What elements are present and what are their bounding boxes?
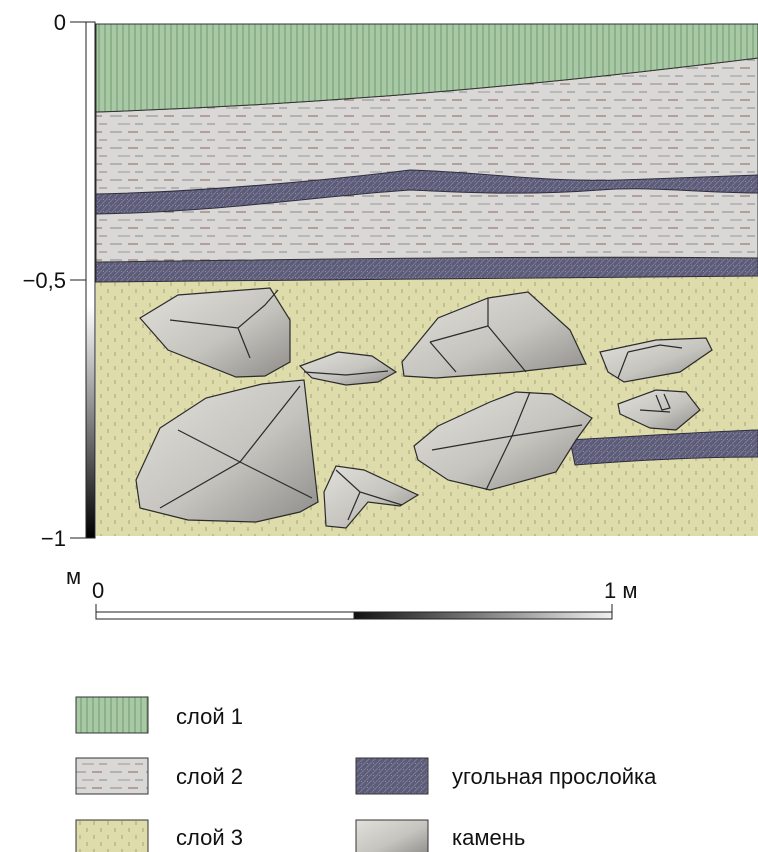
layer1-fill <box>95 23 758 113</box>
stone-1 <box>139 287 291 378</box>
legend-item-layer2: слой 2 <box>75 757 243 795</box>
stone-2 <box>298 351 398 386</box>
scale-bar-white-segment <box>95 611 355 620</box>
legend-label-layer1: слой 1 <box>176 704 243 729</box>
scale-bar: 0 1 м <box>92 578 637 620</box>
legend-swatch-layer2 <box>75 757 149 795</box>
legend-label-charcoal: угольная прослойка <box>452 764 657 789</box>
tick-label-minus-0-5: −0,5 <box>23 268 66 293</box>
legend-swatch-layer1 <box>75 696 149 734</box>
stone-4 <box>599 337 713 383</box>
legend-item-stone: камень <box>355 819 525 852</box>
legend-label-stone: камень <box>452 825 525 850</box>
stone-8 <box>413 391 593 491</box>
legend-label-layer3: слой 3 <box>176 825 243 850</box>
stone-3 <box>401 291 587 379</box>
legend-swatch-stone <box>355 819 429 852</box>
legend-swatch-layer3 <box>75 819 149 852</box>
charcoal-lens-upper <box>95 169 758 215</box>
legend-swatch-charcoal <box>355 757 429 795</box>
stone-7 <box>323 465 420 529</box>
scale-bar-gradient-segment <box>353 611 613 620</box>
tick-label-0: 0 <box>54 10 66 35</box>
tick-label-minus-1: −1 <box>41 526 66 551</box>
depth-axis-bar <box>85 21 96 539</box>
stone-5 <box>617 389 701 431</box>
depth-axis: 0 −0,5 −1 м <box>23 10 96 589</box>
stone-6 <box>135 379 319 523</box>
scale-start-label: 0 <box>92 578 104 603</box>
charcoal-lens-right <box>569 429 758 466</box>
legend: слой 1 слой 2 слой 3 угольная прослойка … <box>75 696 657 852</box>
stones <box>135 287 713 529</box>
legend-label-layer2: слой 2 <box>176 764 243 789</box>
axis-unit-label: м <box>66 564 81 589</box>
legend-item-layer3: слой 3 <box>75 819 243 852</box>
scale-end-label: 1 м <box>604 578 637 603</box>
legend-item-charcoal: угольная прослойка <box>355 757 657 795</box>
legend-item-layer1: слой 1 <box>75 696 243 734</box>
